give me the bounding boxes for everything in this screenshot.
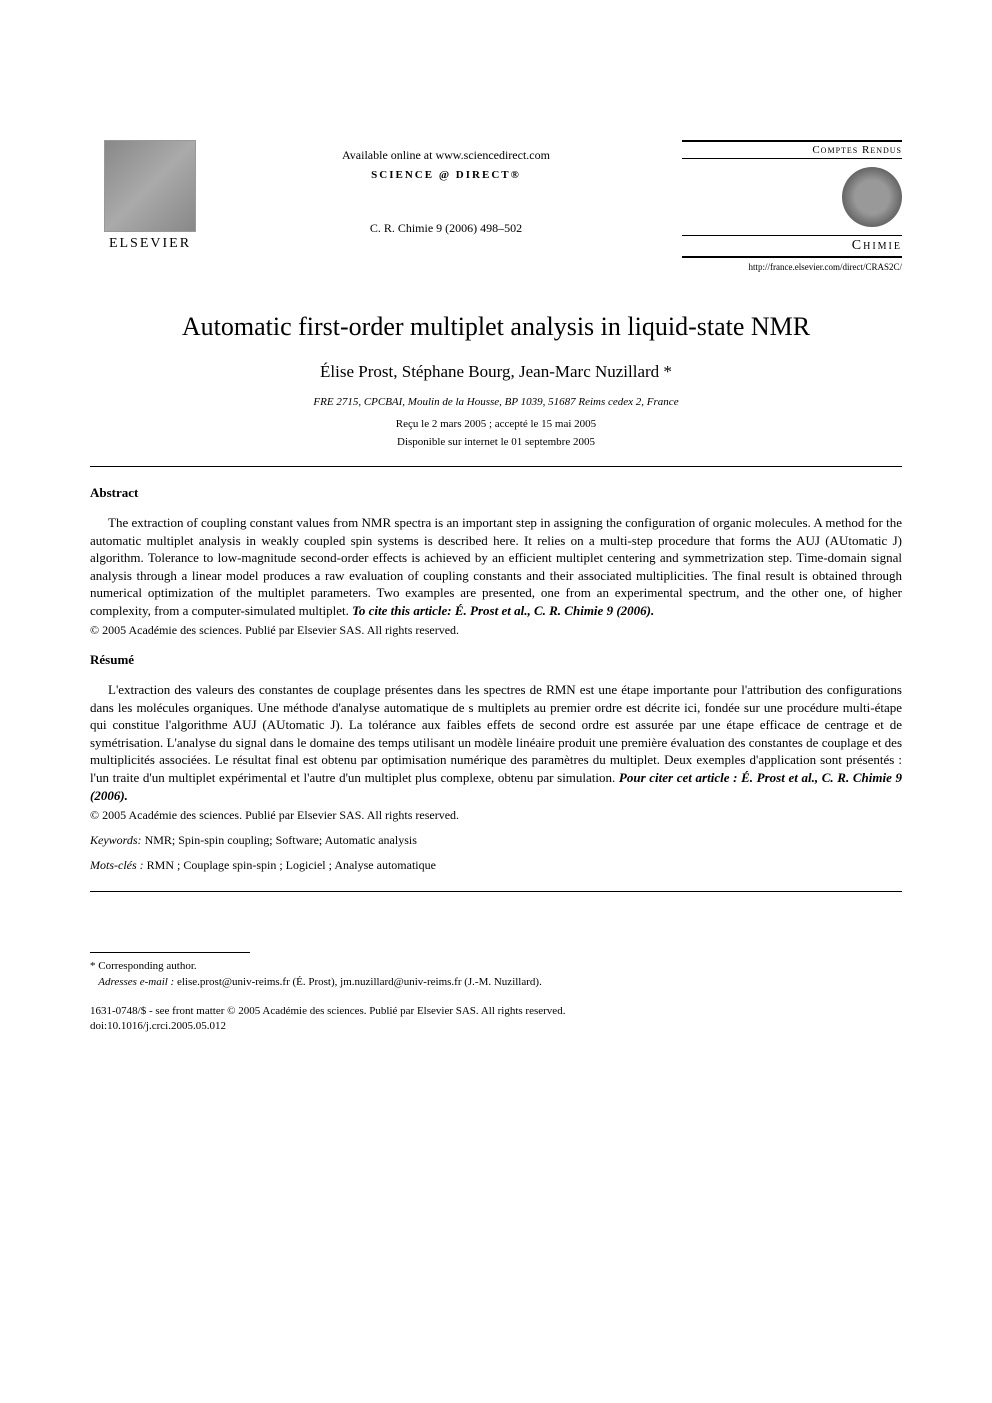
email-addresses: elise.prost@univ-reims.fr (É. Prost), jm… (174, 976, 542, 988)
affiliation: FRE 2715, CPCBAI, Moulin de la Housse, B… (90, 396, 902, 408)
keywords-text: NMR; Spin-spin coupling; Software; Autom… (142, 833, 417, 847)
abstract-copyright: © 2005 Académie des sciences. Publié par… (90, 623, 902, 638)
sciencedirect-logo-text: SCIENCE @ DIRECT® (210, 169, 682, 181)
elsevier-label: ELSEVIER (109, 236, 191, 252)
chimie-label: Chimie (682, 235, 902, 258)
email-label: Adresses e-mail : (98, 976, 174, 988)
abstract-body: The extraction of coupling constant valu… (90, 514, 902, 619)
abstract-cite: To cite this article: É. Prost et al., C… (352, 603, 654, 618)
available-online-text: Available online at www.sciencedirect.co… (210, 148, 682, 163)
doi: doi:10.1016/j.crci.2005.05.012 (90, 1019, 902, 1034)
comptes-rendus-seal-icon (842, 167, 902, 227)
journal-url: http://france.elsevier.com/direct/CRAS2C… (682, 262, 902, 272)
doi-block: 1631-0748/$ - see front matter © 2005 Ac… (90, 1004, 902, 1035)
comptes-rendus-label: Comptes Rendus (682, 140, 902, 159)
motscles-line: Mots-clés : RMN ; Couplage spin-spin ; L… (90, 858, 902, 873)
resume-heading: Résumé (90, 652, 902, 668)
resume-body: L'extraction des valeurs des constantes … (90, 681, 902, 804)
abstract-heading: Abstract (90, 485, 902, 501)
divider (90, 891, 902, 892)
article-title: Automatic first-order multiplet analysis… (90, 312, 902, 342)
journal-reference: C. R. Chimie 9 (2006) 498–502 (210, 221, 682, 236)
motscles-label: Mots-clés : (90, 858, 144, 872)
elsevier-tree-logo (104, 140, 196, 232)
corresponding-author: * Corresponding author. (90, 959, 902, 974)
motscles-text: RMN ; Couplage spin-spin ; Logiciel ; An… (144, 858, 436, 872)
author-list: Élise Prost, Stéphane Bourg, Jean-Marc N… (90, 362, 902, 382)
keywords-label: Keywords: (90, 833, 142, 847)
keywords-line: Keywords: NMR; Spin-spin coupling; Softw… (90, 833, 902, 848)
divider (90, 466, 902, 467)
footnote-separator (90, 952, 250, 953)
page-container: ELSEVIER Available online at www.science… (0, 0, 992, 1095)
header-row: ELSEVIER Available online at www.science… (90, 140, 902, 272)
header-left: ELSEVIER (90, 140, 210, 252)
header-center: Available online at www.sciencedirect.co… (210, 140, 682, 236)
online-date: Disponible sur internet le 01 septembre … (90, 436, 902, 448)
front-matter: 1631-0748/$ - see front matter © 2005 Ac… (90, 1004, 902, 1019)
resume-copyright: © 2005 Académie des sciences. Publié par… (90, 808, 902, 823)
header-right: Comptes Rendus Chimie http://france.else… (682, 140, 902, 272)
email-line: Adresses e-mail : elise.prost@univ-reims… (90, 975, 902, 990)
received-date: Reçu le 2 mars 2005 ; accepté le 15 mai … (90, 418, 902, 430)
